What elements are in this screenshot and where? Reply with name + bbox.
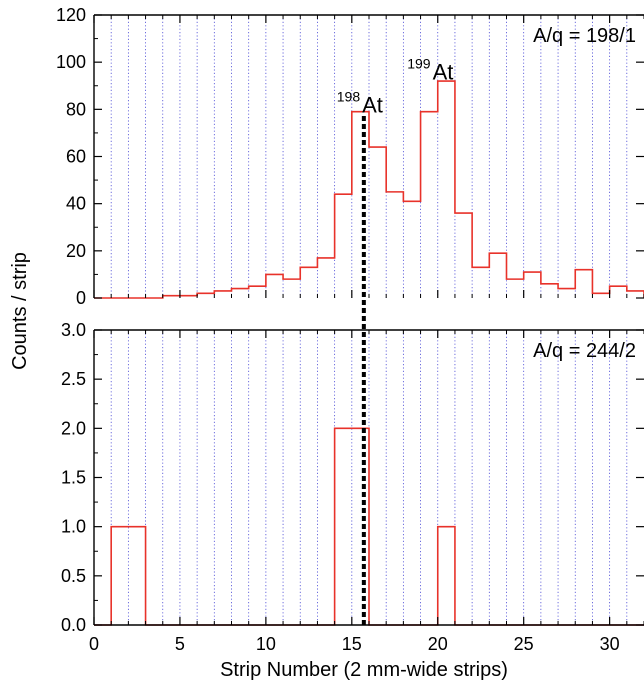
y-tick-label: 0 [76, 288, 86, 308]
x-tick-label: 10 [256, 634, 276, 654]
y-tick-label: 120 [56, 5, 86, 25]
isotope-mass-label: 198 [337, 88, 361, 104]
y-tick-label: 60 [66, 147, 86, 167]
y-tick-label: 0.0 [61, 615, 86, 635]
y-tick-label: 3.0 [61, 320, 86, 340]
x-tick-label: 25 [514, 634, 534, 654]
y-tick-label: 2.5 [61, 369, 86, 389]
isotope-element-label: At [362, 92, 383, 117]
panel-label: A/q = 244/2 [533, 340, 636, 362]
y-tick-label: 0.5 [61, 566, 86, 586]
x-tick-label: 0 [89, 634, 99, 654]
y-tick-label: 1.0 [61, 517, 86, 537]
y-axis-label: Counts / strip [9, 252, 31, 370]
isotope-mass-label: 199 [407, 55, 431, 71]
y-tick-label: 1.5 [61, 468, 86, 488]
x-tick-label: 5 [175, 634, 185, 654]
histogram-series [94, 80, 644, 299]
y-tick-label: 80 [66, 99, 86, 119]
histogram-series [94, 427, 644, 626]
y-tick-label: 2.0 [61, 418, 86, 438]
y-tick-label: 20 [66, 241, 86, 261]
panel-label: A/q = 198/1 [533, 25, 636, 47]
x-axis-label: Strip Number (2 mm-wide strips) [220, 659, 508, 681]
x-tick-label: 15 [342, 634, 362, 654]
x-tick-label: 20 [428, 634, 448, 654]
x-tick-label: 30 [600, 634, 620, 654]
y-tick-label: 40 [66, 194, 86, 214]
isotope-element-label: At [433, 59, 454, 84]
y-tick-label: 100 [56, 52, 86, 72]
bottom-panel: 0.0 0.5 1.0 1.5 2.0 2.5 3.0 0 5 10 15 20 25 30 A/q = 2… [61, 320, 644, 654]
